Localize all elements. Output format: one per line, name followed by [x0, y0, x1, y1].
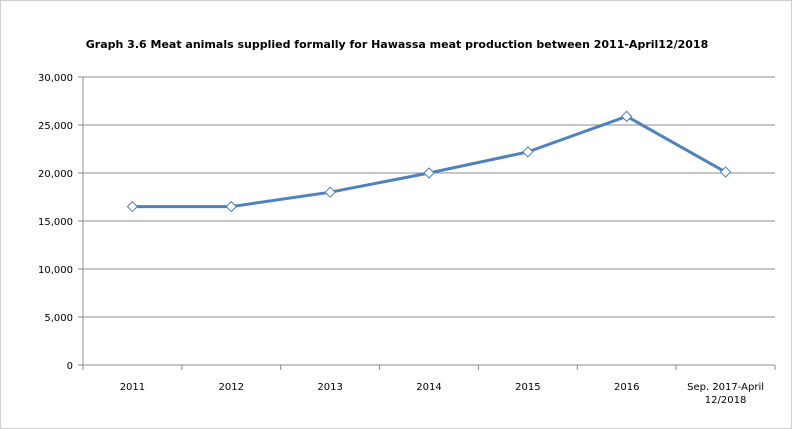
x-tick-label: 2011 [120, 382, 145, 393]
y-tick-label: 5,000 [44, 313, 73, 324]
series-line [132, 114, 727, 209]
chart-title: Graph 3.6 Meat animals supplied formally… [85, 38, 709, 51]
y-tick-label: 20,000 [38, 169, 73, 180]
x-tick-label: 2015 [515, 382, 540, 393]
y-tick-label: 10,000 [38, 265, 73, 276]
y-tick-label: 0 [67, 361, 73, 372]
y-tick-label: 15,000 [38, 217, 73, 228]
x-tick-label: 2016 [614, 382, 639, 393]
y-tick-label: 25,000 [38, 121, 73, 132]
x-tick-label: 2014 [416, 382, 441, 393]
data-point-marker [621, 110, 633, 123]
y-tick-label: 30,000 [38, 73, 73, 84]
data-point-marker [522, 146, 534, 158]
data-point-marker [719, 166, 732, 178]
x-tick-label: Sep. 2017-April 12/2018 [687, 382, 764, 406]
x-tick-label: 2013 [317, 382, 342, 393]
data-point-marker [225, 200, 237, 213]
x-tick-label: 2012 [219, 382, 244, 393]
data-point-marker [126, 200, 139, 213]
data-point-marker [423, 167, 435, 179]
data-point-marker [324, 186, 336, 198]
